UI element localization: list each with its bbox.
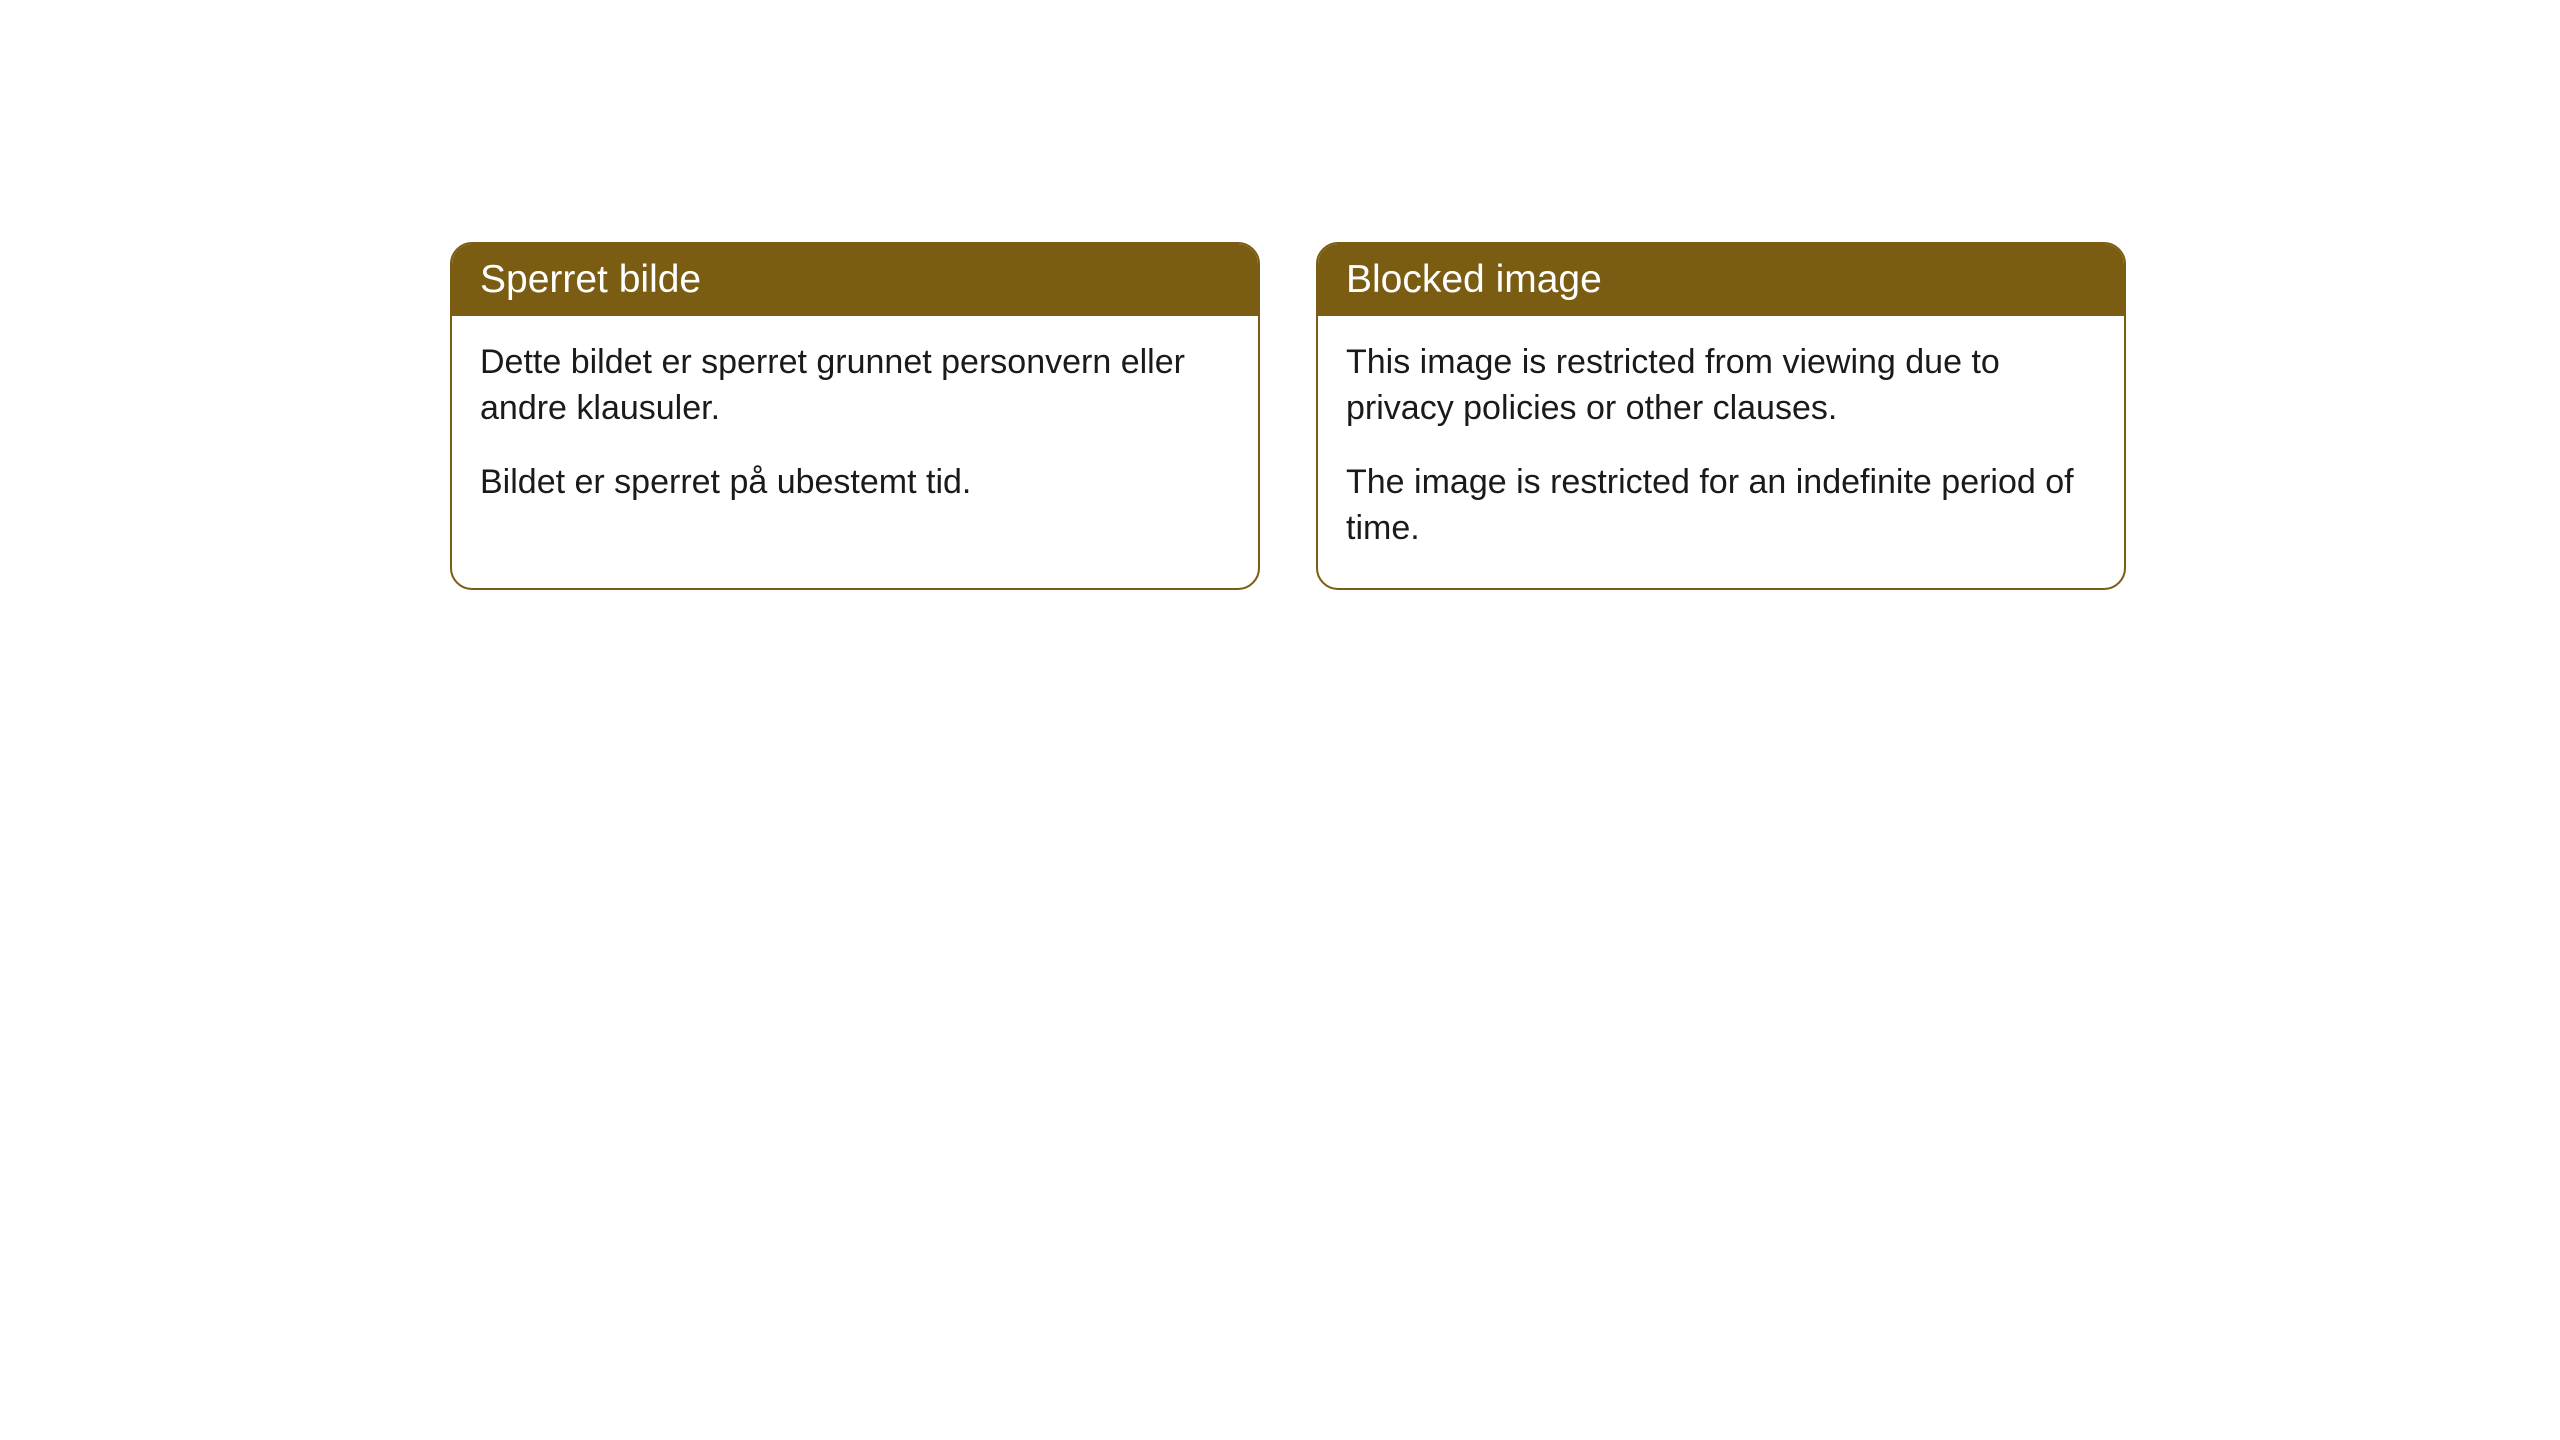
card-paragraph-2-english: The image is restricted for an indefinit… [1346,460,2096,552]
card-body-norwegian: Dette bildet er sperret grunnet personve… [452,316,1258,542]
card-paragraph-1-english: This image is restricted from viewing du… [1346,340,2096,432]
card-paragraph-2-norwegian: Bildet er sperret på ubestemt tid. [480,460,1230,506]
card-header-norwegian: Sperret bilde [452,244,1258,316]
blocked-image-card-english: Blocked image This image is restricted f… [1316,242,2126,590]
card-body-english: This image is restricted from viewing du… [1318,316,2124,588]
card-paragraph-1-norwegian: Dette bildet er sperret grunnet personve… [480,340,1230,432]
notice-cards-row: Sperret bilde Dette bildet er sperret gr… [450,242,2126,590]
blocked-image-card-norwegian: Sperret bilde Dette bildet er sperret gr… [450,242,1260,590]
card-header-english: Blocked image [1318,244,2124,316]
